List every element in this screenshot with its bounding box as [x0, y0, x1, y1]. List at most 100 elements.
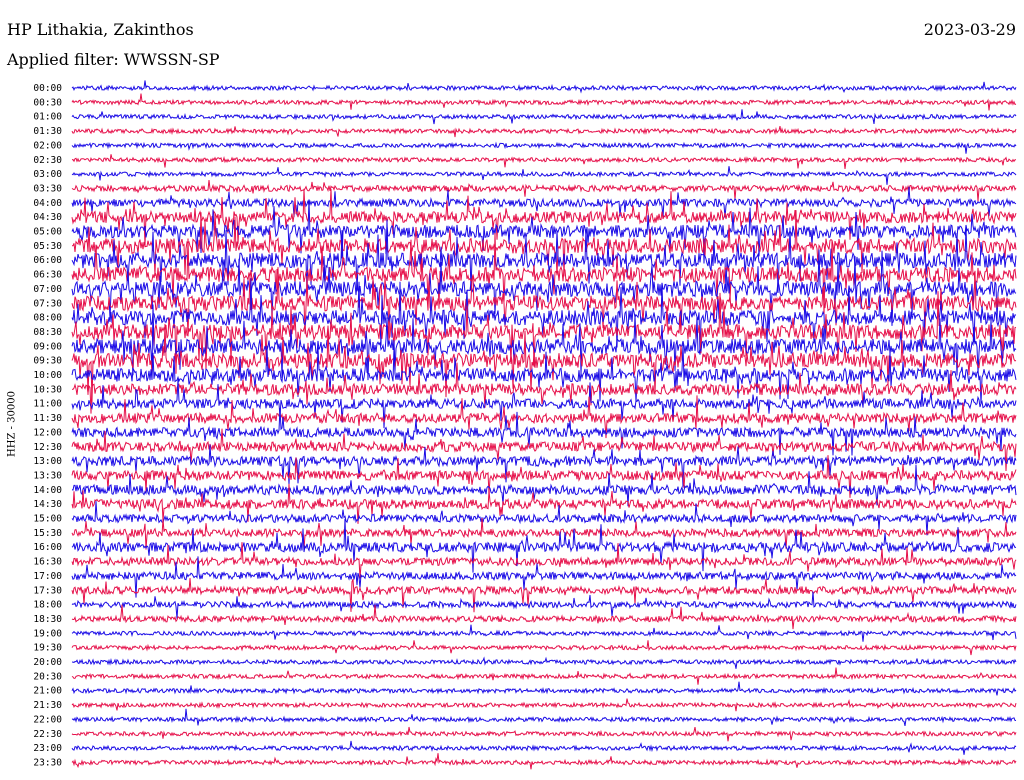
trace-line — [71, 93, 1017, 111]
trace-line — [71, 267, 1017, 342]
time-tick-label: 16:30 — [33, 557, 62, 568]
trace-line — [71, 291, 1017, 374]
time-tick-label: 10:30 — [33, 384, 62, 395]
time-tick-label: 11:30 — [33, 413, 62, 424]
trace-line — [71, 278, 1017, 355]
trace-line — [71, 753, 1017, 770]
trace-line — [71, 464, 1017, 507]
time-tick-label: 15:30 — [33, 528, 62, 539]
time-tick-label: 05:30 — [33, 241, 62, 252]
time-tick-label: 09:00 — [33, 341, 62, 352]
tick-label-group: 00:00 00:30 01:00 01:30 02:00 02:30 03:00 03:30… — [33, 83, 62, 768]
time-tick-label: 13:30 — [33, 470, 62, 481]
trace-line — [71, 591, 1017, 619]
time-tick-label: 20:00 — [33, 657, 62, 668]
station-title: HP Lithakia, Zakinthos — [7, 20, 194, 39]
time-tick-label: 18:00 — [33, 600, 62, 611]
time-tick-label: 14:00 — [33, 485, 62, 496]
trace-group — [71, 80, 1017, 770]
time-tick-label: 00:30 — [33, 97, 62, 108]
trace-line — [71, 304, 1017, 381]
time-tick-label: 17:00 — [33, 571, 62, 582]
time-tick-label: 14:30 — [33, 499, 62, 510]
trace-line — [71, 518, 1017, 573]
time-tick-label: 01:00 — [33, 112, 62, 123]
time-tick-label: 06:30 — [33, 270, 62, 281]
time-tick-label: 13:00 — [33, 456, 62, 467]
trace-line — [71, 344, 1017, 404]
trace-line — [71, 180, 1017, 202]
time-tick-label: 10:00 — [33, 370, 62, 381]
time-tick-label: 00:00 — [33, 83, 62, 94]
trace-line — [71, 166, 1017, 185]
time-tick-label: 04:30 — [33, 212, 62, 223]
time-tick-label: 11:00 — [33, 399, 62, 410]
trace-line — [71, 232, 1017, 316]
trace-line — [71, 109, 1017, 125]
trace-line — [71, 667, 1017, 685]
time-tick-label: 21:30 — [33, 700, 62, 711]
time-tick-label: 22:00 — [33, 714, 62, 725]
trace-line — [71, 698, 1017, 712]
time-tick-label: 20:30 — [33, 671, 62, 682]
time-tick-label: 04:00 — [33, 198, 62, 209]
time-tick-label: 03:30 — [33, 183, 62, 194]
time-tick-label: 06:00 — [33, 255, 62, 266]
trace-line — [71, 125, 1017, 138]
trace-line — [71, 483, 1017, 524]
trace-line — [71, 80, 1017, 94]
trace-line — [71, 428, 1017, 472]
time-tick-label: 03:00 — [33, 169, 62, 180]
trace-line — [71, 624, 1017, 642]
time-tick-label: 09:30 — [33, 356, 62, 367]
time-tick-label: 08:30 — [33, 327, 62, 338]
trace-line — [71, 681, 1017, 696]
time-tick-label: 17:30 — [33, 585, 62, 596]
time-tick-label: 12:30 — [33, 442, 62, 453]
trace-line — [71, 444, 1017, 487]
time-tick-label: 07:00 — [33, 284, 62, 295]
time-tick-label: 16:00 — [33, 542, 62, 553]
trace-line — [71, 219, 1017, 294]
trace-line — [71, 501, 1017, 536]
trace-line — [71, 640, 1017, 656]
trace-line — [72, 210, 1017, 277]
time-tick-label: 19:00 — [33, 628, 62, 639]
trace-line — [71, 604, 1017, 630]
time-tick-label: 23:30 — [33, 757, 62, 768]
time-tick-label: 23:00 — [33, 743, 62, 754]
trace-line — [71, 395, 1017, 439]
trace-line — [71, 379, 1017, 429]
time-tick-label: 18:30 — [33, 614, 62, 625]
trace-line — [71, 740, 1017, 755]
trace-line — [71, 408, 1017, 456]
time-tick-label: 02:30 — [33, 155, 62, 166]
time-tick-label: 08:00 — [33, 313, 62, 324]
trace-line — [71, 362, 1017, 414]
record-date: 2023-03-29 — [923, 20, 1016, 39]
time-tick-label: 01:30 — [33, 126, 62, 137]
time-tick-label: 15:00 — [33, 514, 62, 525]
trace-line — [71, 578, 1017, 613]
trace-line — [71, 199, 1017, 264]
trace-line — [71, 249, 1017, 326]
time-tick-label: 05:00 — [33, 227, 62, 238]
trace-line — [71, 656, 1017, 669]
time-tick-label: 19:30 — [33, 643, 62, 654]
time-tick-label: 02:00 — [33, 140, 62, 151]
trace-line — [71, 188, 1017, 247]
time-tick-label: 12:00 — [33, 427, 62, 438]
time-tick-label: 22:30 — [33, 729, 62, 740]
trace-line — [71, 455, 1017, 498]
filter-label: Applied filter: WWSSN-SP — [7, 50, 220, 69]
trace-line — [71, 141, 1017, 154]
trace-line — [71, 518, 1017, 550]
trace-line — [71, 186, 1017, 218]
time-tick-label: 21:00 — [33, 686, 62, 697]
trace-line — [71, 542, 1017, 579]
trace-line — [71, 323, 1017, 403]
trace-line — [71, 556, 1017, 598]
trace-line — [71, 726, 1017, 742]
time-tick-label: 07:30 — [33, 298, 62, 309]
